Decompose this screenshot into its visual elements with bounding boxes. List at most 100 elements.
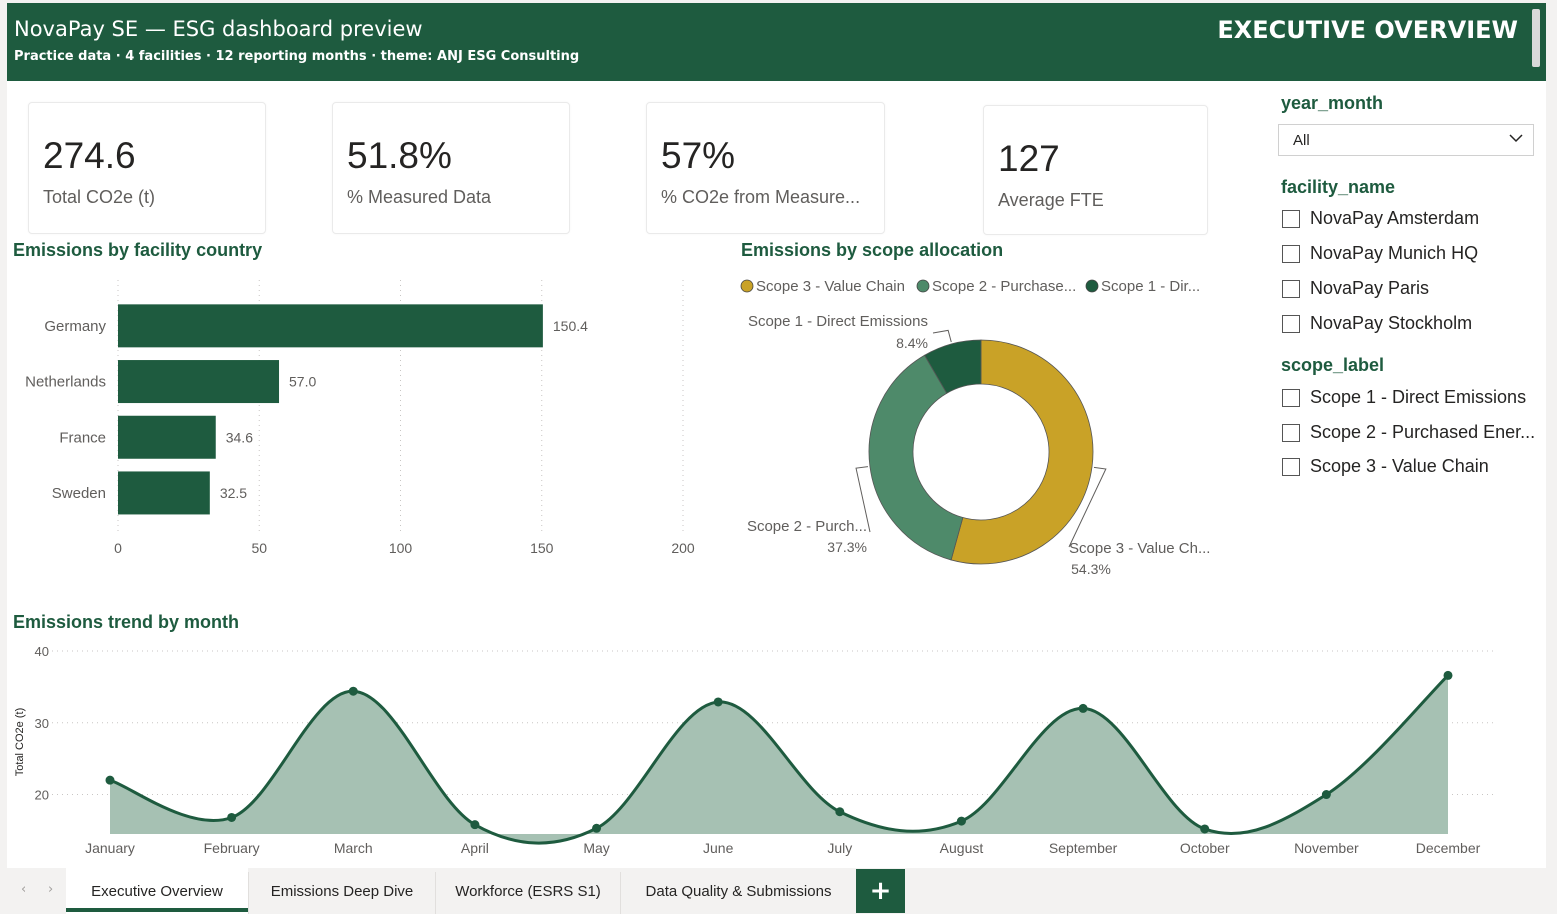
x-tick-label: 100 (389, 540, 413, 556)
donut-slice (868, 354, 964, 561)
area-fill (110, 675, 1448, 844)
y-tick-label: 40 (35, 644, 49, 659)
scope-option-label: Scope 2 - Purchased Ener... (1310, 422, 1536, 442)
y-tick-label: 30 (35, 716, 49, 731)
tab-label: Emissions Deep Dive (270, 882, 414, 900)
scope-option-label: Scope 3 - Value Chain (1310, 456, 1489, 476)
category-label: Germany (44, 318, 106, 335)
data-label: 34.6 (226, 429, 253, 445)
kpi-label: Total CO2e (t) (43, 187, 156, 207)
y-axis-title: Total CO2e (t) (14, 708, 26, 776)
x-tick-label: September (1049, 840, 1118, 856)
year-month-selected-value: All (1293, 132, 1310, 149)
tab-divider (435, 872, 436, 914)
donut-slice (924, 339, 982, 394)
page-tab-bar: ‹ › Executive Overview Emissions Deep Di… (0, 868, 1557, 914)
y-tick-label: 20 (35, 788, 49, 803)
kpi-card-measured-data[interactable]: 51.8% % Measured Data (332, 102, 570, 234)
slice-percent: 8.4% (896, 335, 928, 351)
kpi-value: 274.6 (43, 135, 136, 176)
data-label: 150.4 (553, 318, 588, 334)
slice-label: Scope 2 - Purch... (747, 518, 867, 535)
tab-label: Data Quality & Submissions (645, 882, 832, 900)
facility-option-label: NovaPay Amsterdam (1310, 208, 1480, 228)
leader-line (1068, 466, 1107, 548)
data-point (105, 775, 115, 785)
data-point (592, 823, 602, 833)
bar (118, 360, 280, 404)
facility-option-label: NovaPay Stockholm (1310, 313, 1473, 333)
top-edge (0, 0, 1557, 3)
trend-area-chart[interactable]: 20 30 40 Total CO2e (t) January February March… (0, 636, 1540, 866)
scope-donut-chart[interactable]: Scope 3 - Value Chain Scope 2 - Purchase.… (730, 270, 1250, 590)
next-page-arrow-icon[interactable]: › (48, 882, 54, 897)
x-tick-label: February (204, 840, 260, 856)
x-tick-label: July (827, 840, 852, 856)
facility-option-label: NovaPay Paris (1310, 278, 1430, 298)
data-point (1200, 824, 1210, 834)
report-title: NovaPay SE — ESG dashboard preview (14, 17, 423, 41)
kpi-label: % Measured Data (347, 187, 492, 207)
checkbox-icon[interactable] (1282, 245, 1300, 263)
x-tick-label: March (334, 840, 373, 856)
active-tab-underline (66, 908, 248, 912)
x-tick-label: October (1180, 840, 1230, 856)
kpi-label: Average FTE (998, 190, 1104, 210)
x-tick-label: April (461, 840, 489, 856)
slice-percent: 54.3% (1071, 561, 1111, 577)
bar (118, 415, 216, 459)
leader-line (855, 466, 871, 533)
kpi-card-average-fte[interactable]: 127 Average FTE (983, 105, 1208, 235)
x-tick-label: 150 (530, 540, 554, 556)
prev-page-arrow-icon[interactable]: ‹ (21, 882, 27, 897)
x-tick-label: 0 (114, 540, 122, 556)
left-edge (0, 3, 7, 868)
checkbox-icon[interactable] (1282, 424, 1300, 442)
data-point (227, 812, 237, 822)
kpi-card-total-co2e[interactable]: 274.6 Total CO2e (t) (28, 102, 266, 234)
tab-emissions-deep-dive[interactable]: Emissions Deep Dive (249, 868, 435, 914)
data-point (470, 820, 480, 830)
report-subtitle: Practice data · 4 facilities · 12 report… (14, 49, 580, 64)
checkbox-icon[interactable] (1282, 389, 1300, 407)
kpi-value: 57% (661, 135, 736, 176)
checkbox-icon[interactable] (1282, 458, 1300, 476)
tab-data-quality[interactable]: Data Quality & Submissions (621, 868, 856, 914)
year-month-dropdown[interactable]: All (1278, 124, 1534, 156)
header-banner: NovaPay SE — ESG dashboard preview Pract… (7, 3, 1546, 81)
x-tick-label: January (85, 840, 135, 856)
legend-marker (1085, 279, 1099, 293)
add-page-button[interactable]: + (856, 869, 905, 913)
slice-percent: 37.3% (827, 539, 867, 555)
tab-workforce[interactable]: Workforce (ESRS S1) (436, 868, 620, 914)
x-tick-label: 200 (671, 540, 695, 556)
header-scrollbar[interactable] (1532, 9, 1540, 67)
country-bar-chart[interactable]: 0 50 100 150 200 Germany 150.4 Netherlands 57.0 F… (0, 270, 720, 570)
checkbox-icon[interactable] (1282, 280, 1300, 298)
scope-option-label: Scope 1 - Direct Emissions (1310, 387, 1527, 407)
legend-label: Scope 3 - Value Chain (756, 278, 905, 295)
scope-chart-title: Emissions by scope allocation (741, 240, 1004, 260)
category-label: France (59, 429, 106, 446)
year-month-slicer-title: year_month (1281, 93, 1384, 113)
kpi-label: % CO2e from Measure... (661, 187, 861, 207)
data-point (835, 807, 845, 817)
slice-label: Scope 3 - Value Ch... (1069, 540, 1210, 557)
data-point (1321, 790, 1331, 800)
x-tick-label: November (1294, 840, 1359, 856)
tab-divider (248, 872, 249, 914)
legend-label: Scope 2 - Purchase... (932, 278, 1076, 295)
kpi-value: 51.8% (347, 135, 452, 176)
data-label: 57.0 (289, 374, 316, 390)
tab-label: Executive Overview (91, 882, 223, 900)
category-label: Netherlands (25, 374, 106, 391)
bar (118, 471, 210, 515)
kpi-card-co2e-from-measured[interactable]: 57% % CO2e from Measure... (646, 102, 885, 234)
checkbox-icon[interactable] (1282, 315, 1300, 333)
trend-chart-title: Emissions trend by month (13, 612, 240, 632)
x-tick-label: December (1416, 840, 1481, 856)
tab-executive-overview[interactable]: Executive Overview (66, 868, 248, 914)
legend-marker (916, 279, 930, 293)
checkbox-icon[interactable] (1282, 210, 1300, 228)
